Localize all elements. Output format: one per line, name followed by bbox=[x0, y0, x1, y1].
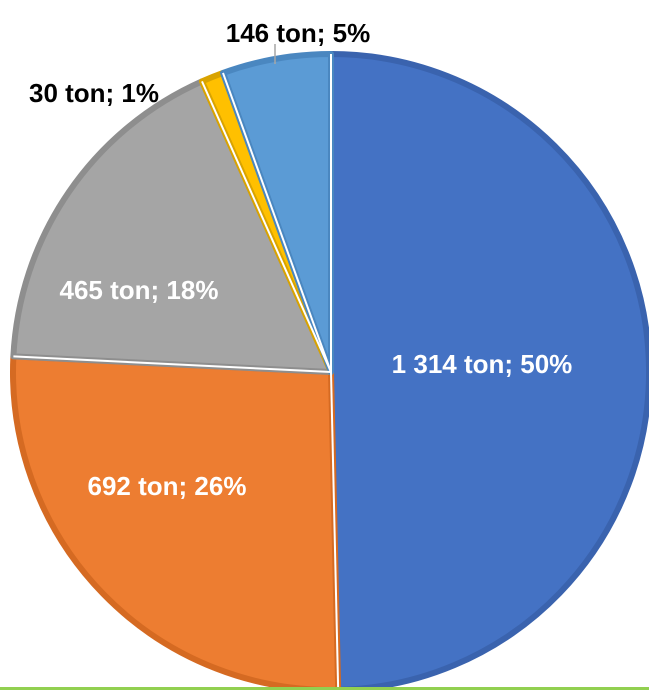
slice-separator-4 bbox=[222, 72, 332, 373]
bottom-accent-rule bbox=[0, 687, 649, 690]
pie-slice-2 bbox=[10, 78, 334, 375]
data-label-0: 1 314 ton; 50% bbox=[392, 349, 573, 379]
data-label-3: 30 ton; 1% bbox=[29, 78, 159, 108]
pie-slice-1 bbox=[10, 353, 342, 690]
data-label-2: 465 ton; 18% bbox=[60, 275, 219, 305]
data-labels-layer: 1 314 ton; 50% 692 ton; 26% 465 ton; 18% 30… bbox=[29, 18, 572, 501]
slice-separator-1 bbox=[330, 371, 340, 690]
data-label-4: 146 ton; 5% bbox=[226, 18, 371, 48]
slice-separator-2 bbox=[13, 355, 332, 373]
slices-layer bbox=[10, 51, 649, 690]
slice-separator-3 bbox=[201, 80, 332, 373]
data-label-1: 692 ton; 26% bbox=[88, 471, 247, 501]
